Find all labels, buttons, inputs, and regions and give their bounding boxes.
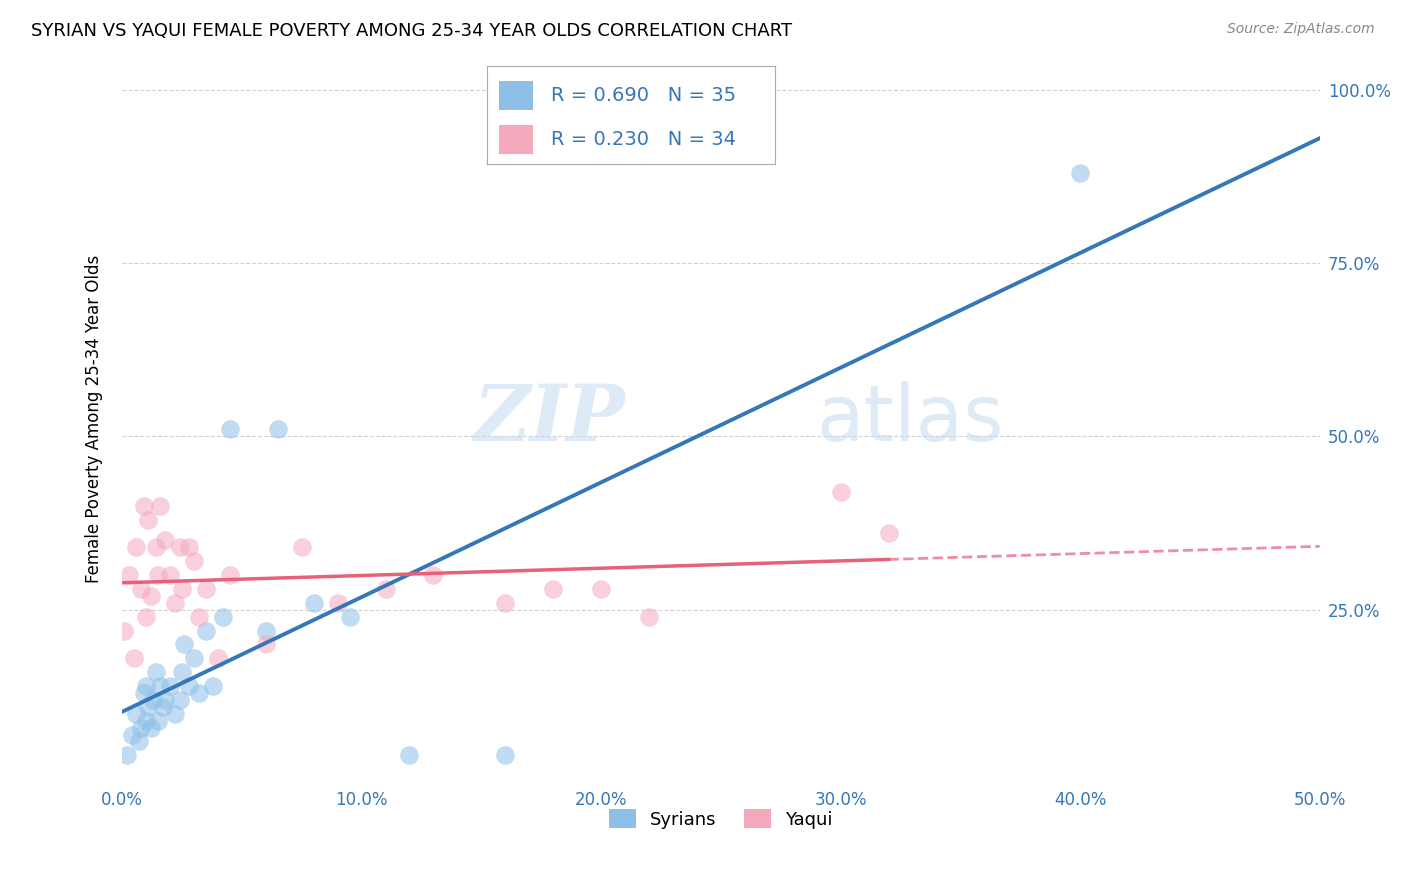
Point [422,568,444,582]
Point [374,582,396,596]
Point [494,748,516,763]
Point [339,609,361,624]
Point [170,582,193,596]
Point [170,665,193,680]
Point [187,686,209,700]
Point [132,499,155,513]
Point [138,699,160,714]
Point [146,568,169,582]
Point [218,568,240,582]
Point [152,699,174,714]
Point [135,679,157,693]
Point [149,679,172,693]
Point [132,686,155,700]
Point [194,624,217,638]
Text: Source: ZipAtlas.com: Source: ZipAtlas.com [1227,22,1375,37]
Text: atlas: atlas [817,381,1004,457]
Point [146,714,169,728]
Point [163,706,186,721]
Point [115,748,138,763]
Point [135,609,157,624]
Point [153,693,176,707]
Point [638,609,661,624]
Point [125,706,148,721]
Point [145,541,167,555]
Point [218,422,240,436]
Point [877,526,900,541]
Y-axis label: Female Poverty Among 25-34 Year Olds: Female Poverty Among 25-34 Year Olds [86,255,103,583]
Point [121,727,143,741]
Point [122,651,145,665]
Point [267,422,290,436]
Point [118,568,141,582]
Point [129,721,152,735]
Point [169,541,191,555]
Point [541,582,564,596]
Point [145,665,167,680]
Point [129,582,152,596]
Text: ZIP: ZIP [474,381,626,458]
Point [138,513,160,527]
Point [114,624,136,638]
Point [254,624,277,638]
Point [302,596,325,610]
Text: SYRIAN VS YAQUI FEMALE POVERTY AMONG 25-34 YEAR OLDS CORRELATION CHART: SYRIAN VS YAQUI FEMALE POVERTY AMONG 25-… [31,22,792,40]
Point [128,734,150,748]
Point [494,596,516,610]
Point [159,679,181,693]
Point [142,693,165,707]
Point [173,637,195,651]
Point [194,582,217,596]
Point [183,554,205,568]
Point [254,637,277,651]
Point [291,541,314,555]
Point [211,609,233,624]
Point [187,609,209,624]
Point [153,533,176,548]
Point [179,679,201,693]
Point [159,568,181,582]
Point [830,484,852,499]
Point [326,596,349,610]
Point [591,582,613,596]
Point [179,541,201,555]
Point [149,499,172,513]
Legend: Syrians, Yaqui: Syrians, Yaqui [602,802,841,836]
Point [139,721,162,735]
Point [207,651,229,665]
Point [125,541,148,555]
Point [183,651,205,665]
Point [1069,166,1091,180]
Point [139,589,162,603]
Point [169,693,191,707]
Point [202,679,225,693]
Point [398,748,420,763]
Point [163,596,186,610]
Point [135,714,157,728]
